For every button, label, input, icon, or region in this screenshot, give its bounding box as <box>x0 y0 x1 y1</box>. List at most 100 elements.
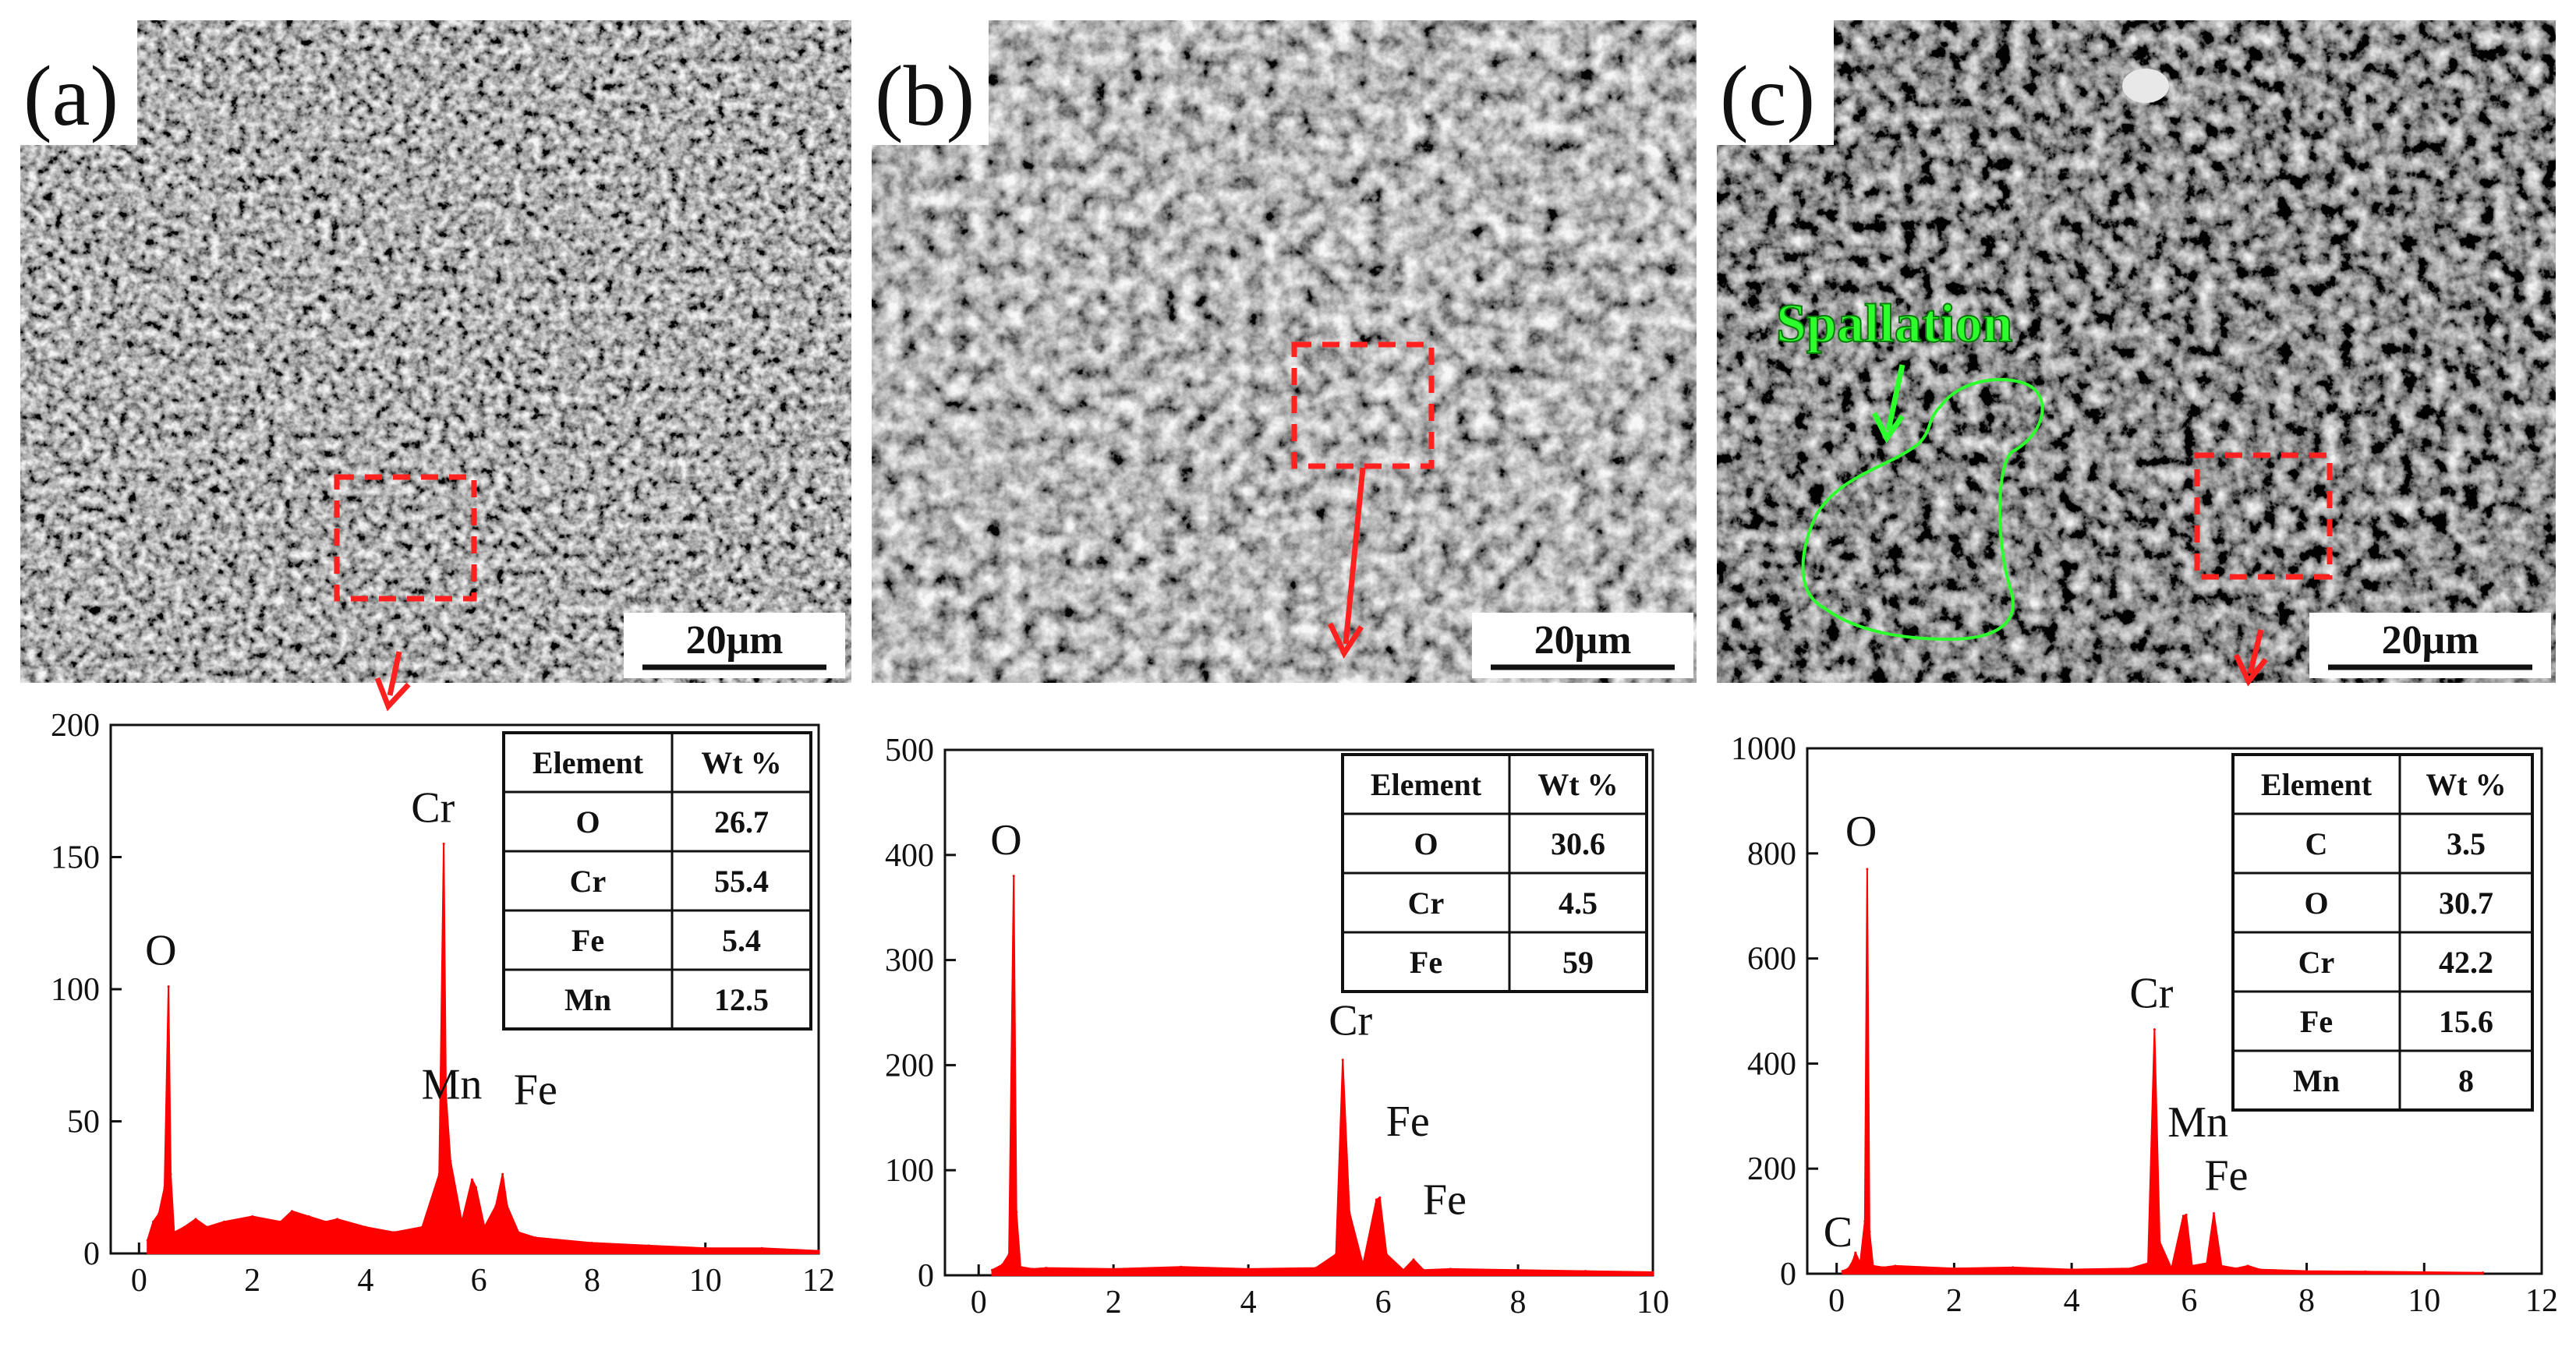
x-tick-label: 2 <box>1106 1285 1122 1320</box>
x-tick-label: 6 <box>2181 1283 2197 1319</box>
peak-label: Cr <box>1329 997 1372 1045</box>
table-cell: 12.5 <box>714 982 769 1017</box>
spectrum-point <box>421 1225 424 1229</box>
spectrum-point <box>194 1218 197 1221</box>
spectrum-point <box>2012 1266 2015 1269</box>
table-cell: O <box>575 804 600 840</box>
table-cell: Cr <box>2298 945 2335 980</box>
spectrum-point <box>1361 1264 1364 1267</box>
spectrum-point <box>1866 868 1869 871</box>
spectrum-point <box>2482 1271 2485 1275</box>
spectrum-point <box>2212 1211 2215 1214</box>
spectrum-point <box>475 1186 478 1189</box>
spectrum-point <box>2146 1262 2150 1265</box>
spectrum-point <box>2070 1268 2073 1271</box>
panel-label-box-a <box>20 20 137 145</box>
x-tick-label: 0 <box>1828 1283 1845 1319</box>
micrograph-a: (a) 20μm <box>20 20 851 683</box>
eds-spectrum-c: 0 2 4 6 8 10 1202004006008001000COCrMnFeElemen… <box>1731 731 2558 1319</box>
spectrum-point <box>460 1220 463 1223</box>
spectrum-point <box>760 1246 763 1250</box>
spectrum-point <box>1335 1253 1338 1256</box>
spectrum-point <box>392 1231 395 1234</box>
micrograph-b: (b) 20μm <box>872 20 1697 683</box>
table-cell: 8 <box>2458 1063 2474 1098</box>
spectrum-point <box>1882 1266 1885 1269</box>
spectrum-point <box>163 1186 166 1189</box>
spectrum-point <box>1180 1265 1183 1268</box>
table-header-cell: Element <box>533 745 644 780</box>
table-cell: Cr <box>1408 886 1445 921</box>
spectrum-point <box>2205 1262 2208 1265</box>
table-header-cell: Element <box>2261 767 2373 802</box>
spectrum-point <box>1341 1059 1344 1062</box>
y-tick-label: 400 <box>885 838 934 874</box>
spectrum-point <box>169 1172 172 1176</box>
spectrum-point <box>1112 1267 1115 1271</box>
spectrum-point <box>1868 1230 1871 1233</box>
eds-spectrum-a: 0 2 4 6 8 10 12 0 50 100 150 200 O Cr Mn Fe Element Wt % O… <box>51 708 835 1299</box>
table-cell: 3.5 <box>2447 826 2486 861</box>
spectrum-point <box>222 1220 225 1223</box>
table-cell: 5.4 <box>722 923 761 958</box>
x-tick-label: 0 <box>131 1263 147 1299</box>
spectrum-point <box>2191 1264 2194 1267</box>
spectrum-point <box>1852 1259 1855 1262</box>
table-cell: 26.7 <box>714 804 769 840</box>
table-cell: 55.4 <box>714 864 769 899</box>
spectrum-point <box>324 1220 327 1223</box>
spectrum-point <box>991 1268 994 1271</box>
eds-table: Element Wt % O 26.7 Cr 55.4 Fe 5.4 Mn 12.5 <box>502 731 812 1031</box>
scale-bar-label-b: 20μm <box>1534 618 1632 663</box>
y-tick-label: 400 <box>1747 1046 1796 1082</box>
spectrum-point <box>1007 1253 1010 1256</box>
spectrum-point <box>1375 1198 1378 1201</box>
spectrum-point <box>1247 1267 1250 1271</box>
peak-label: O <box>145 927 176 975</box>
peak-label: Fe <box>514 1066 557 1115</box>
peak-label: Mn <box>422 1061 483 1109</box>
spectrum-point <box>1584 1270 1587 1273</box>
spectrum-point <box>2185 1214 2188 1217</box>
spectrum-point <box>182 1225 186 1229</box>
spallation-arrow <box>1871 364 1905 444</box>
spectrum-point <box>290 1210 293 1213</box>
spectrum-point <box>2364 1270 2367 1273</box>
spectrum-point <box>364 1225 367 1229</box>
y-tick-label: 100 <box>51 972 100 1008</box>
spectrum-point <box>1894 1264 1897 1267</box>
x-tick-label: 10 <box>1637 1285 1669 1320</box>
spectrum-point <box>590 1241 593 1244</box>
roi-box-c <box>2194 452 2333 580</box>
x-tick-label: 0 <box>971 1285 987 1320</box>
x-tick-label: 2 <box>1946 1283 1962 1319</box>
y-tick-label: 500 <box>885 733 934 769</box>
scale-bar-label-c: 20μm <box>2382 618 2479 663</box>
x-tick-label: 6 <box>471 1263 487 1299</box>
spectrum-point <box>1019 1265 1022 1268</box>
panel-label-box-b <box>872 20 989 145</box>
spectrum-point <box>2220 1264 2223 1267</box>
table-cell: 15.6 <box>2439 1004 2493 1039</box>
spectrum-point <box>647 1244 650 1247</box>
spectrum-point <box>2246 1264 2249 1267</box>
y-tick-label: 200 <box>51 708 100 744</box>
spectrum-point <box>1045 1267 1048 1270</box>
spectrum-point <box>1378 1196 1382 1199</box>
panel-label-b: (b) <box>875 48 975 143</box>
y-tick-label: 800 <box>1747 836 1796 872</box>
table-cell: 4.5 <box>1559 886 1598 921</box>
spectrum-point <box>1402 1268 1405 1271</box>
spectrum-point <box>1952 1267 1955 1270</box>
table-cell: Mn <box>564 982 611 1017</box>
y-tick-label: 200 <box>885 1048 934 1084</box>
table-frame <box>502 731 812 1031</box>
spectrum-point <box>501 1172 504 1176</box>
spectrum-point <box>2128 1267 2132 1270</box>
spectrum-point <box>2158 1241 2161 1244</box>
spectrum-point <box>1012 875 1015 878</box>
x-tick-label: 4 <box>357 1263 373 1299</box>
spectrum-point <box>1001 1264 1004 1267</box>
spectrum-point <box>449 1159 452 1162</box>
